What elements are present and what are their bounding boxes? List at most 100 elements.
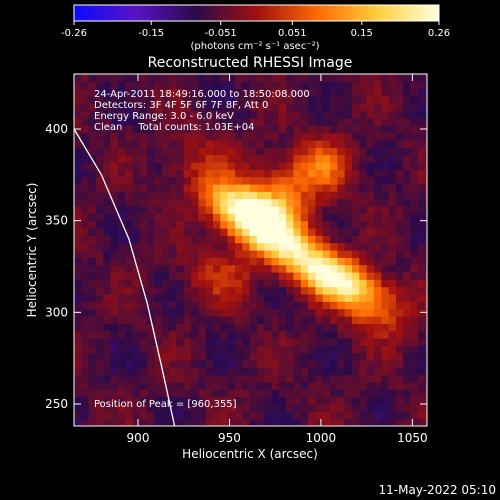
heatmap-cell <box>95 374 104 383</box>
heatmap-cell <box>235 272 243 280</box>
heatmap-cell <box>117 418 126 426</box>
heatmap-cell <box>403 323 412 332</box>
heatmap-cell <box>103 96 112 104</box>
heatmap-cell <box>308 330 316 339</box>
heatmap-cell <box>183 286 192 295</box>
heatmap-cell <box>374 345 382 354</box>
heatmap-cell <box>205 382 214 390</box>
heatmap-cell <box>366 103 375 112</box>
heatmap-cell <box>344 184 353 192</box>
heatmap-cell <box>139 118 148 126</box>
heatmap-cell <box>198 81 207 90</box>
heatmap-cell <box>322 404 331 412</box>
heatmap-cell <box>249 191 258 200</box>
heatmap-cell <box>95 257 104 266</box>
heatmap-cell <box>235 162 243 170</box>
heatmap-cell <box>337 418 346 426</box>
heatmap-cell <box>249 279 258 288</box>
heatmap-cell <box>366 169 375 178</box>
heatmap-cell <box>264 118 273 126</box>
heatmap-cell <box>381 330 390 339</box>
heatmap-cell <box>293 118 302 126</box>
heatmap-cell <box>154 88 163 97</box>
heatmap-cell <box>359 264 368 273</box>
heatmap-cell <box>191 418 199 426</box>
heatmap-cell <box>278 374 287 383</box>
heatmap-cell <box>154 140 163 148</box>
heatmap-cell <box>161 279 170 288</box>
heatmap-cell <box>147 286 156 295</box>
heatmap-cell <box>278 220 287 229</box>
heatmap-cell <box>249 330 258 339</box>
heatmap-cell <box>249 323 258 332</box>
heatmap-cell <box>95 250 104 258</box>
heatmap-cell <box>293 404 302 412</box>
heatmap-cell <box>213 411 221 420</box>
heatmap-cell <box>388 132 397 141</box>
heatmap-cell <box>110 257 119 266</box>
heatmap-cell <box>125 132 134 141</box>
heatmap-cell <box>139 81 148 90</box>
heatmap-cell <box>264 389 273 398</box>
heatmap-cell <box>344 118 353 126</box>
heatmap-cell <box>161 220 170 229</box>
heatmap-cell <box>359 396 368 405</box>
heatmap-cell <box>374 242 382 251</box>
heatmap-cell <box>293 316 302 324</box>
heatmap-cell <box>110 396 119 405</box>
heatmap-cell <box>322 81 331 90</box>
heatmap-cell <box>176 147 185 156</box>
heatmap-cell <box>81 360 90 368</box>
heatmap-cell <box>403 118 412 126</box>
heatmap-cell <box>154 235 163 244</box>
heatmap-cell <box>205 279 214 288</box>
heatmap-cell <box>183 382 192 390</box>
heatmap-cell <box>242 235 251 244</box>
heatmap-cell <box>147 352 156 361</box>
heatmap-cell <box>344 382 353 390</box>
heatmap-cell <box>213 206 221 214</box>
heatmap-cell <box>425 242 427 251</box>
heatmap-cell <box>381 338 390 346</box>
heatmap-cell <box>88 382 97 390</box>
heatmap-cell <box>213 147 221 156</box>
heatmap-cell <box>183 118 192 126</box>
heatmap-cell <box>132 81 141 90</box>
heatmap-cell <box>125 418 134 426</box>
heatmap-cell <box>74 360 82 368</box>
heatmap-cell <box>183 250 192 258</box>
heatmap-cell <box>271 213 280 222</box>
heatmap-cell <box>293 374 302 383</box>
heatmap-cell <box>154 374 163 383</box>
heatmap-cell <box>220 352 229 361</box>
heatmap-cell <box>147 103 156 112</box>
heatmap-cell <box>147 242 156 251</box>
chart-title: Reconstructed RHESSI Image <box>148 55 353 71</box>
heatmap-cell <box>227 162 236 170</box>
heatmap-cell <box>417 110 426 119</box>
heatmap-cell <box>374 316 382 324</box>
heatmap-cell <box>249 286 258 295</box>
heatmap-cell <box>322 374 331 383</box>
heatmap-cell <box>88 367 97 376</box>
heatmap-cell <box>337 125 346 134</box>
heatmap-cell <box>374 206 382 214</box>
heatmap-cell <box>88 345 97 354</box>
heatmap-cell <box>315 235 324 244</box>
heatmap-cell <box>139 110 148 119</box>
heatmap-cell <box>300 279 309 288</box>
heatmap-cell <box>410 132 419 141</box>
heatmap-cell <box>330 220 338 229</box>
heatmap-cell <box>169 338 177 346</box>
heatmap-cell <box>293 264 302 273</box>
heatmap-cell <box>110 154 119 163</box>
heatmap-cell <box>139 382 148 390</box>
heatmap-cell <box>417 103 426 112</box>
heatmap-cell <box>95 140 104 148</box>
heatmap-cell <box>161 411 170 420</box>
heatmap-cell <box>388 264 397 273</box>
heatmap-cell <box>249 367 258 376</box>
heatmap-cell <box>220 162 229 170</box>
heatmap-cell <box>125 147 134 156</box>
heatmap-cell <box>330 316 338 324</box>
